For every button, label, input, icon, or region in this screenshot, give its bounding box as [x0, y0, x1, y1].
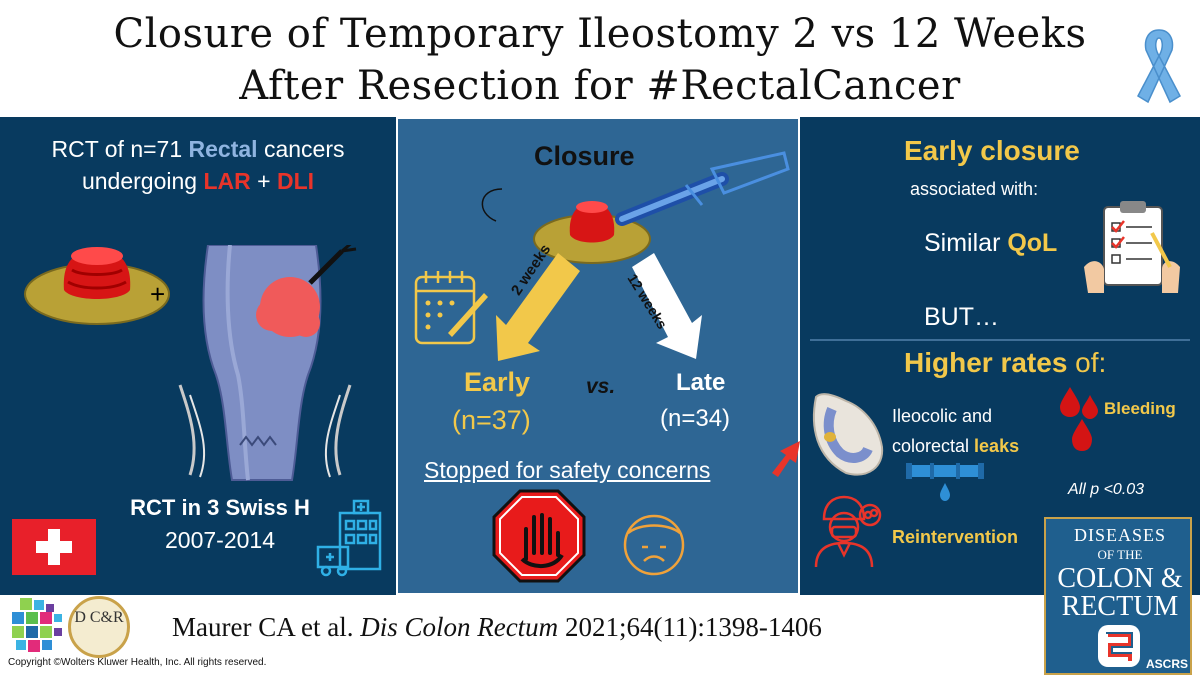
allocation-arrows — [496, 253, 702, 361]
late-arm-label: Late — [676, 369, 726, 396]
stapler-closure-icon — [481, 151, 790, 264]
blood-drops-icon — [1060, 387, 1098, 451]
surgeon-icon — [814, 495, 882, 568]
plus-sign: + — [150, 279, 166, 309]
study-design-panel: RCT of n=71 Rectal cancers undergoing LA… — [0, 117, 396, 595]
journal-line-4: RECTUM — [1061, 591, 1179, 622]
swiss-flag-icon — [12, 519, 96, 575]
dcr-logo: D C&R — [68, 596, 130, 658]
hospital-icon — [316, 499, 382, 577]
stoma-icon — [24, 247, 170, 325]
closure-heading: Closure — [534, 141, 635, 171]
associated-with-label: associated with: — [910, 179, 1039, 199]
calendar-icon — [414, 271, 488, 345]
stop-sign-icon — [492, 489, 586, 583]
awareness-ribbon-icon — [1137, 29, 1181, 104]
copyright-notice: Copyright ©Wolters Kluwer Health, Inc. A… — [8, 657, 267, 668]
section-divider — [810, 339, 1190, 341]
versus-label: vs. — [586, 375, 616, 398]
stopped-label: Stopped for safety concerns — [424, 457, 711, 483]
study-description: RCT of n=71 Rectal cancers undergoing LA… — [51, 136, 345, 194]
early-arm-count: (n=37) — [452, 405, 531, 435]
rectum-anatomy-icon — [178, 245, 357, 481]
infographic-title: Closure of Temporary Ileostomy 2 vs 12 W… — [0, 8, 1200, 112]
p-value-note: All p <0.03 — [1068, 481, 1145, 498]
arrow-2-weeks-icon — [496, 253, 580, 361]
but-label: BUT… — [924, 303, 999, 331]
journal-cover: DISEASES OF THE COLON & RECTUM ASCRS — [1044, 517, 1192, 675]
early-arm-label: Early — [464, 367, 531, 397]
late-arm-count: (n=34) — [660, 405, 731, 432]
bleeding-outcome: Bleeding — [1104, 399, 1176, 418]
title-line-1: Closure of Temporary Ileostomy 2 vs 12 W… — [113, 11, 1087, 57]
leaks-outcome: Ileocolic and colorectal leaks — [892, 406, 1020, 456]
wolters-kluwer-logo-icon — [12, 598, 62, 652]
ascrs-logo-icon — [1098, 625, 1140, 667]
outcomes-panel: Early closure associated with: Similar Q… — [800, 117, 1200, 595]
trial-arms-panel: Closure 2 weeks 12 weeks — [396, 117, 800, 595]
sad-face-icon — [623, 514, 685, 576]
higher-rates-heading: Higher rates of: — [904, 347, 1107, 378]
study-years: 2007-2014 — [165, 527, 275, 553]
rct-sites: RCT in 3 Swiss H — [130, 495, 310, 520]
arrow-12-weeks-icon — [632, 253, 702, 359]
citation: Maurer CA et al. Dis Colon Rectum 2021;6… — [172, 612, 822, 642]
title-line-2: After Resection for #RectalCancer — [239, 63, 961, 109]
journal-line-2: OF THE — [1097, 547, 1143, 562]
leaking-pipe-icon — [906, 463, 984, 501]
colon-anatomy-icon — [812, 393, 884, 476]
dcr-logo-text: D C&R — [74, 609, 124, 626]
journal-line-3: COLON & — [1057, 563, 1183, 594]
reintervention-outcome: Reintervention — [892, 527, 1019, 547]
journal-line-1: DISEASES — [1073, 525, 1166, 545]
early-closure-heading: Early closure — [904, 135, 1080, 166]
similar-qol: Similar QoL — [924, 229, 1058, 257]
ascrs-label: ASCRS — [1146, 657, 1189, 671]
checklist-icon — [1084, 201, 1180, 293]
pointer-arrow-icon — [772, 441, 800, 477]
